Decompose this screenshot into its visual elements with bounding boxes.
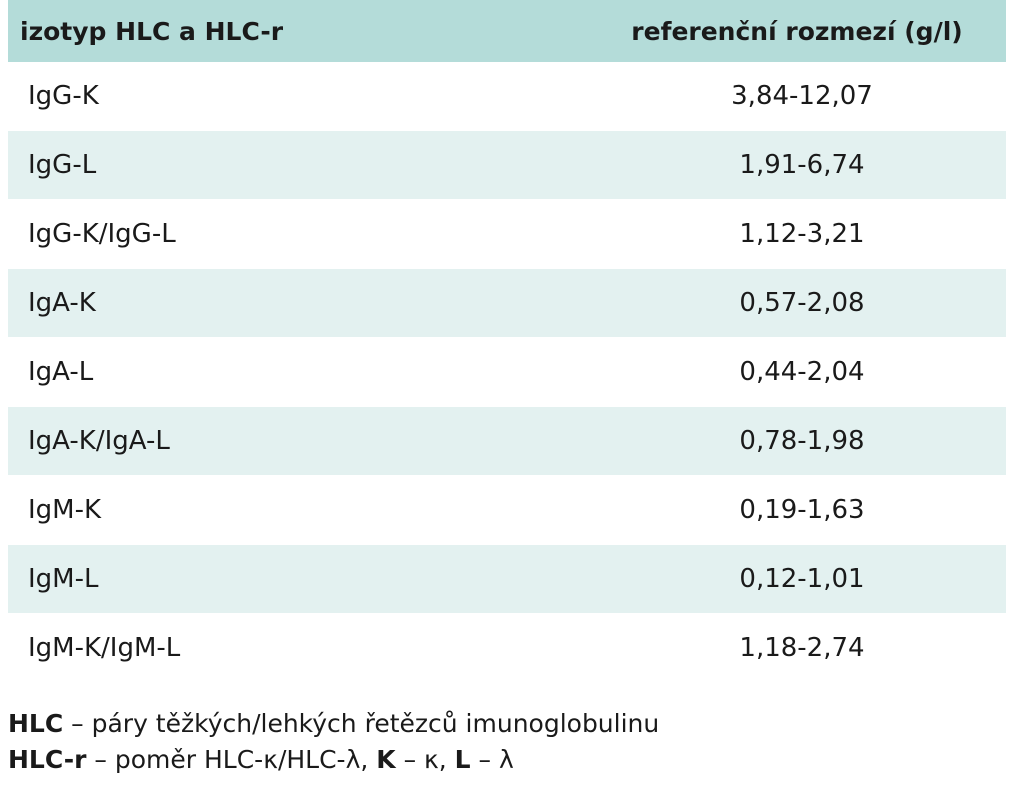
isotype-cell: IgM-K/IgM-L bbox=[8, 613, 538, 683]
footnote-line-hlc-r: HLC-r – poměr HLC-κ/HLC-λ, K – κ, L – λ bbox=[8, 742, 998, 778]
footnote-term-k: K bbox=[376, 745, 396, 774]
column-header-reference-range: referenční rozmezí (g/l) bbox=[538, 0, 1006, 62]
range-cell: 0,44-2,04 bbox=[538, 337, 1006, 407]
range-cell: 1,91-6,74 bbox=[538, 130, 1006, 200]
table-row: IgA-K/IgA-L 0,78-1,98 bbox=[8, 406, 1006, 476]
table-row: IgG-L 1,91-6,74 bbox=[8, 130, 1006, 200]
isotype-cell: IgG-K bbox=[8, 62, 538, 131]
range-cell: 0,57-2,08 bbox=[538, 268, 1006, 338]
table-row: IgA-K 0,57-2,08 bbox=[8, 268, 1006, 338]
isotype-cell: IgA-K bbox=[8, 268, 538, 338]
table-header: izotyp HLC a HLC-r referenční rozmezí (g… bbox=[8, 0, 1006, 62]
table-row: IgA-L 0,44-2,04 bbox=[8, 337, 1006, 407]
table-body: IgG-K 3,84-12,07 IgG-L 1,91-6,74 IgG-K/I… bbox=[8, 62, 1006, 683]
range-cell: 0,12-1,01 bbox=[538, 544, 1006, 614]
isotype-cell: IgM-L bbox=[8, 544, 538, 614]
isotype-cell: IgM-K bbox=[8, 475, 538, 545]
footnote-definition-l: – λ bbox=[470, 745, 514, 774]
table-row: IgM-K 0,19-1,63 bbox=[8, 475, 1006, 545]
isotype-cell: IgG-L bbox=[8, 130, 538, 200]
range-cell: 0,19-1,63 bbox=[538, 475, 1006, 545]
isotype-cell: IgA-L bbox=[8, 337, 538, 407]
table-row: IgM-K/IgM-L 1,18-2,74 bbox=[8, 613, 1006, 683]
range-cell: 1,18-2,74 bbox=[538, 613, 1006, 683]
table-row: IgM-L 0,12-1,01 bbox=[8, 544, 1006, 614]
isotype-cell: IgG-K/IgG-L bbox=[8, 199, 538, 269]
range-cell: 3,84-12,07 bbox=[538, 62, 1006, 131]
reference-range-table-container: izotyp HLC a HLC-r referenční rozmezí (g… bbox=[8, 0, 1006, 683]
column-header-isotype: izotyp HLC a HLC-r bbox=[8, 0, 538, 62]
range-cell: 1,12-3,21 bbox=[538, 199, 1006, 269]
footnote-definition-k: – κ, bbox=[395, 745, 455, 774]
header-row: izotyp HLC a HLC-r referenční rozmezí (g… bbox=[8, 0, 1006, 62]
footnote-term-hlc-r: HLC-r bbox=[8, 745, 87, 774]
table-footnote: HLC – páry těžkých/lehkých řetězců imuno… bbox=[8, 706, 998, 778]
footnote-line-hlc: HLC – páry těžkých/lehkých řetězců imuno… bbox=[8, 706, 998, 742]
reference-range-table: izotyp HLC a HLC-r referenční rozmezí (g… bbox=[8, 0, 1006, 683]
footnote-definition-hlc: – páry těžkých/lehkých řetězců imunoglob… bbox=[63, 709, 660, 738]
table-row: IgG-K/IgG-L 1,12-3,21 bbox=[8, 199, 1006, 269]
footnote-term-l: L bbox=[454, 745, 471, 774]
footnote-term-hlc: HLC bbox=[8, 709, 64, 738]
table-row: IgG-K 3,84-12,07 bbox=[8, 62, 1006, 131]
isotype-cell: IgA-K/IgA-L bbox=[8, 406, 538, 476]
footnote-definition-hlc-r: – poměr HLC-κ/HLC-λ, bbox=[86, 745, 377, 774]
range-cell: 0,78-1,98 bbox=[538, 406, 1006, 476]
